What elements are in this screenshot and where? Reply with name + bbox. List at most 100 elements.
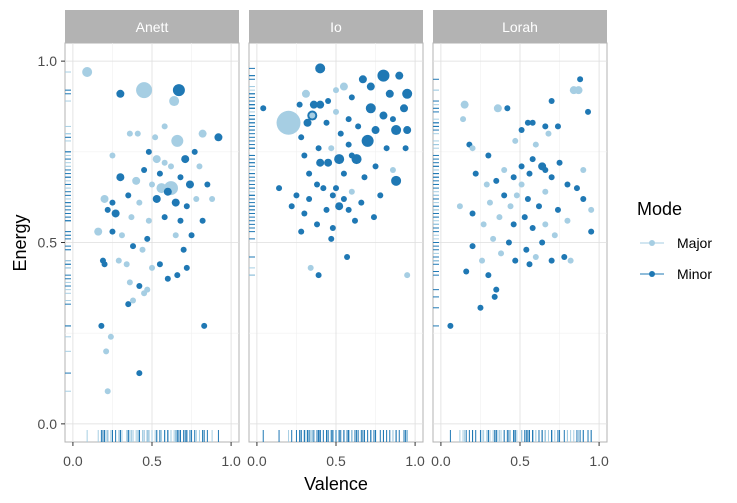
data-point-minor (469, 210, 476, 217)
data-point-major (574, 86, 583, 95)
data-point-major (134, 130, 141, 137)
data-point-minor (298, 228, 305, 235)
data-point-minor (493, 286, 500, 293)
data-point-minor (296, 101, 303, 108)
facet-panels: Anett Io Lorah (64, 10, 608, 443)
data-point-major (141, 290, 148, 297)
data-point-major (339, 82, 348, 91)
data-point-major (171, 134, 184, 147)
legend-label-major: Major (677, 235, 712, 251)
rug-x (262, 430, 408, 442)
data-point-major (139, 246, 146, 253)
data-point-major (152, 155, 161, 164)
data-point-minor (315, 145, 322, 152)
data-point-minor (526, 261, 533, 268)
data-point-minor (510, 174, 517, 181)
data-point-minor (504, 105, 511, 112)
data-point-major (512, 137, 519, 144)
data-point-minor (477, 304, 484, 311)
data-point-minor (542, 123, 549, 130)
data-point-minor (588, 228, 595, 235)
data-point-minor (177, 174, 184, 181)
data-point-major (564, 217, 571, 224)
data-point-minor (314, 181, 321, 188)
data-point-minor (164, 275, 171, 282)
data-point-minor (177, 217, 184, 224)
data-point-minor (524, 119, 531, 126)
data-point-major (460, 100, 469, 109)
data-point-minor (564, 181, 571, 188)
data-point-minor (288, 203, 295, 210)
data-point-major (480, 221, 487, 228)
x-tick-label: 0.0 (247, 453, 267, 469)
data-point-major (389, 166, 396, 173)
data-point-minor (361, 134, 374, 147)
data-point-major (469, 145, 476, 152)
data-point-major (551, 232, 558, 239)
data-point-major (198, 129, 207, 138)
data-point-minor (301, 210, 308, 217)
facet-panel-anett: Anett (64, 10, 240, 443)
data-point-minor (391, 175, 402, 186)
data-point-minor (315, 272, 322, 279)
data-point-minor (316, 100, 325, 109)
data-point-minor (529, 119, 536, 126)
data-point-major (542, 221, 549, 228)
data-point-major (486, 199, 493, 206)
legend-key-dot-minor (649, 271, 655, 277)
x-tick-label: 0.0 (431, 453, 451, 469)
data-point-major (209, 195, 216, 202)
x-tick-label: 1.0 (221, 453, 241, 469)
data-point-minor (351, 217, 358, 224)
data-point-minor (334, 154, 345, 165)
data-point-minor (345, 116, 352, 123)
data-point-major (580, 166, 587, 173)
data-point-minor (370, 214, 377, 221)
data-point-minor (542, 166, 549, 173)
data-point-minor (156, 261, 163, 268)
data-point-major (161, 123, 168, 130)
data-point-minor (523, 246, 530, 253)
data-point-minor (345, 141, 352, 148)
data-point-minor (333, 185, 339, 192)
facet-panel-io: Io (248, 10, 424, 443)
x-axis-title: Valence (304, 474, 368, 494)
data-point-minor (320, 185, 327, 192)
data-point-minor (104, 206, 111, 213)
data-point-major (136, 199, 143, 206)
axes: 0.0 0.5 1.0 0.0 0.5 1.0 0.0 0.5 1.0 0.0 0.5 1.0 (38, 53, 610, 469)
data-point-minor (163, 187, 172, 196)
data-point-major (123, 261, 130, 268)
data-point-major (513, 192, 520, 199)
data-point-major (309, 112, 316, 119)
data-point-major (493, 104, 502, 113)
facet-strip-label: Io (330, 19, 342, 35)
data-point-minor (491, 293, 498, 300)
data-point-minor (303, 118, 312, 127)
data-point-major (456, 203, 463, 210)
data-point-minor (98, 322, 105, 329)
data-point-minor (358, 199, 365, 206)
data-point-major (483, 181, 490, 188)
data-point-major (276, 110, 301, 135)
data-point-minor (180, 246, 187, 253)
data-point-major (328, 145, 335, 152)
data-point-minor (526, 170, 533, 177)
data-point-major (115, 257, 122, 264)
data-point-major (196, 163, 203, 170)
data-point-major (496, 214, 503, 221)
data-point-minor (573, 185, 580, 192)
data-point-minor (548, 98, 555, 105)
data-point-major (152, 134, 159, 141)
data-point-minor (314, 221, 321, 228)
data-point-minor (548, 257, 555, 264)
data-point-minor (345, 206, 352, 213)
legend-label-minor: Minor (677, 266, 712, 282)
data-point-major (118, 232, 125, 239)
data-point-minor (402, 145, 409, 152)
data-point-minor (447, 322, 454, 329)
data-point-minor (181, 155, 190, 164)
data-point-minor (501, 192, 508, 199)
data-point-major (82, 67, 93, 78)
data-point-minor (385, 89, 394, 98)
